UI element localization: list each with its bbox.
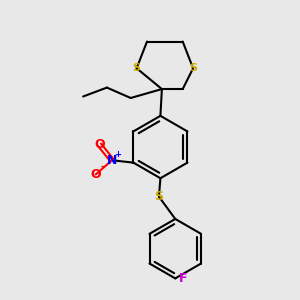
Text: S: S <box>154 190 164 203</box>
Text: F: F <box>178 272 187 285</box>
Text: S: S <box>133 63 141 73</box>
Text: S: S <box>189 63 197 73</box>
Text: +: + <box>114 150 122 159</box>
Text: -: - <box>100 162 104 172</box>
Text: O: O <box>90 168 101 181</box>
Text: O: O <box>94 138 105 151</box>
Text: N: N <box>107 154 117 167</box>
